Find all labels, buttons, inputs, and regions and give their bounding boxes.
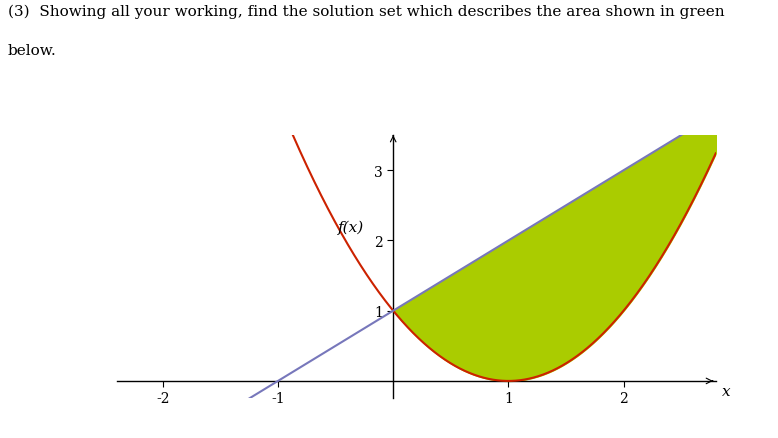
Text: (3)  Showing all your working, find the solution set which describes the area sh: (3) Showing all your working, find the s… — [8, 4, 724, 19]
Text: below.: below. — [8, 44, 57, 58]
Text: f(x): f(x) — [338, 220, 364, 234]
Text: x: x — [721, 385, 730, 399]
